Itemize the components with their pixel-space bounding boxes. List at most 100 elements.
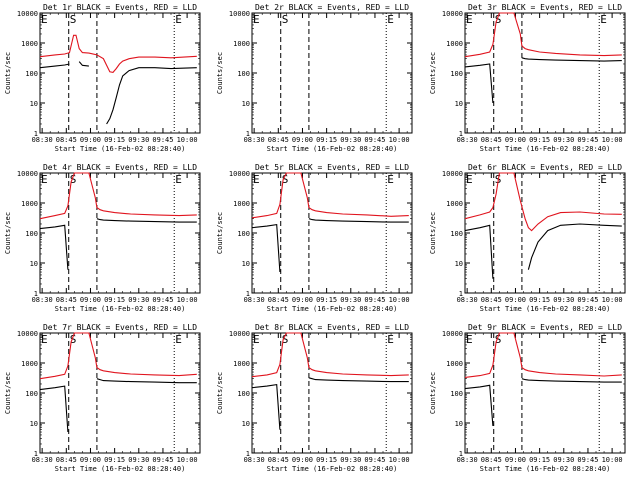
panel-det-6: Det 6r BLACK = Events, RED = LLD 1 10 100 10… [429,163,626,313]
x-tick-label: 08:45 [56,296,77,304]
y-tick-label: 10000 [442,330,463,338]
x-tick-label: 09:30 [128,456,149,464]
x-tick-label: 09:45 [577,456,598,464]
y-tick-label: 1000 [233,200,250,208]
x-tick-label: 09:15 [316,136,337,144]
x-tick-label: 09:45 [152,456,173,464]
y-tick-label: 1000 [21,360,38,368]
x-tick-label: 10:00 [389,296,410,304]
x-axis-label: Start Time (16-Feb-02 08:28:40) [55,145,186,153]
y-tick-label: 10000 [17,330,38,338]
plot-frame [251,332,413,454]
series-line-events [39,224,69,270]
series-line-events [464,224,494,279]
x-tick-label: 08:45 [268,296,289,304]
marker-label-e: E [253,333,260,346]
y-tick-label: 10000 [17,10,38,18]
marker-label-e: E [175,173,182,186]
marker-label-e: E [600,333,607,346]
marker-label-s: S [70,333,77,346]
x-tick-label: 08:30 [244,456,265,464]
panel-det-4: Det 4r BLACK = Events, RED = LLD 1 10 100 10… [4,163,201,313]
x-tick-label: 09:30 [128,136,149,144]
x-tick-label: 09:30 [340,136,361,144]
x-tick-label: 08:30 [32,456,53,464]
x-tick-label: 10:00 [389,136,410,144]
series-line-events [106,67,197,125]
x-axis-label: Start Time (16-Feb-02 08:28:40) [267,305,398,313]
x-tick-label: 09:15 [104,296,125,304]
plot-frame [251,12,413,134]
series-line-events [521,57,622,62]
x-tick-label: 09:15 [529,136,550,144]
y-axis-label: Counts/sec [216,372,224,414]
series-line-lld [464,12,622,58]
x-tick-label: 09:45 [364,296,385,304]
x-tick-label: 09:45 [364,136,385,144]
y-axis-label: Counts/sec [429,372,437,414]
x-tick-label: 10:00 [389,456,410,464]
y-axis-label: Counts/sec [4,372,12,414]
series-line-events [464,63,494,104]
plot-frame [39,12,201,134]
y-tick-label: 10000 [442,10,463,18]
y-tick-label: 10 [242,420,250,428]
x-tick-label: 08:45 [268,456,289,464]
marker-label-e: E [175,333,182,346]
y-tick-label: 1000 [446,40,463,48]
y-tick-label: 1000 [233,40,250,48]
series-line-events [78,61,89,67]
y-tick-label: 10 [30,100,38,108]
panel-det-5: Det 5r BLACK = Events, RED = LLD 1 10 100 10… [216,163,413,313]
marker-label-e: E [253,13,260,26]
marker-label-s: S [282,333,289,346]
panel-det-8: Det 8r BLACK = Events, RED = LLD 1 10 100 10… [216,323,413,473]
y-tick-label: 10 [455,420,463,428]
x-tick-label: 09:00 [505,456,526,464]
y-tick-label: 10 [242,100,250,108]
y-tick-label: 10 [455,100,463,108]
series-line-events [251,223,281,273]
y-tick-label: 1 [459,450,463,458]
x-tick-label: 09:30 [553,456,574,464]
y-tick-label: 1 [246,290,250,298]
series-line-lld [39,172,197,220]
y-axis-label: Counts/sec [216,52,224,94]
x-tick-label: 09:15 [104,136,125,144]
x-tick-label: 08:30 [244,136,265,144]
marker-label-e: E [387,173,394,186]
series-line-lld [464,332,622,378]
series-line-events [251,383,281,430]
panel-det-7: Det 7r BLACK = Events, RED = LLD 1 10 100 10… [4,323,201,473]
x-tick-label: 09:15 [316,456,337,464]
y-tick-label: 100 [25,70,38,78]
chart-title: Det 6r BLACK = Events, RED = LLD [468,163,622,172]
x-tick-label: 09:45 [152,136,173,144]
y-axis-label: Counts/sec [4,212,12,254]
x-tick-label: 09:30 [128,296,149,304]
y-tick-label: 1000 [21,40,38,48]
x-axis-label: Start Time (16-Feb-02 08:28:40) [480,145,611,153]
y-tick-label: 1000 [233,360,250,368]
x-tick-label: 09:00 [292,136,313,144]
x-tick-label: 09:30 [340,296,361,304]
x-tick-label: 10:00 [602,296,623,304]
x-tick-label: 10:00 [602,456,623,464]
chart-title: Det 4r BLACK = Events, RED = LLD [43,163,197,172]
y-tick-label: 10000 [229,170,250,178]
x-tick-label: 08:30 [457,136,478,144]
series-line-events [521,378,622,383]
y-tick-label: 10000 [229,330,250,338]
marker-label-s: S [495,333,502,346]
x-axis-label: Start Time (16-Feb-02 08:28:40) [267,145,398,153]
chart-title: Det 7r BLACK = Events, RED = LLD [43,323,197,332]
plot-frame [464,12,626,134]
x-tick-label: 09:45 [152,296,173,304]
y-tick-label: 100 [25,230,38,238]
y-tick-label: 1 [459,290,463,298]
x-tick-label: 09:15 [316,296,337,304]
y-tick-label: 10000 [442,170,463,178]
x-tick-label: 09:00 [505,136,526,144]
y-tick-label: 10 [30,260,38,268]
